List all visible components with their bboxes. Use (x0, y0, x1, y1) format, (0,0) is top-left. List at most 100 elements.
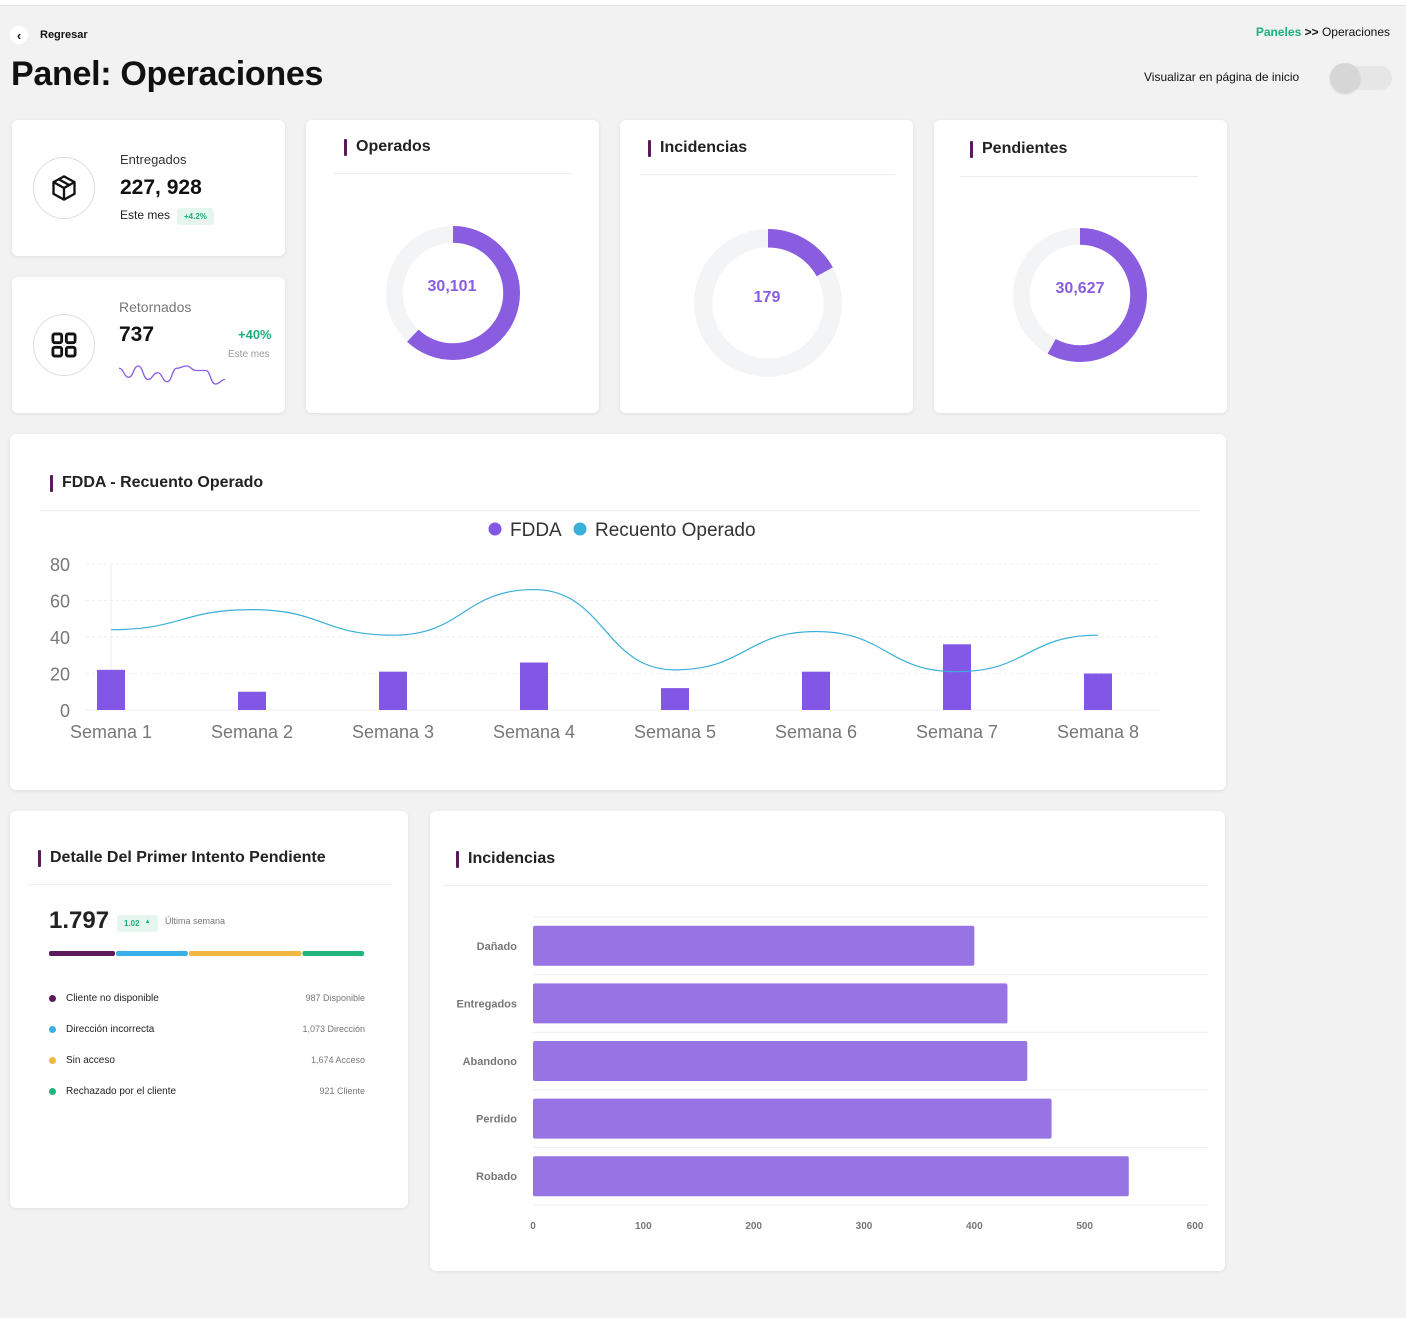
detalle-change-badge: 1.02 ▲ (117, 915, 158, 932)
incidencia-bar[interactable] (533, 1156, 1129, 1197)
x-tick-label: 400 (966, 1221, 983, 1232)
detalle-change-value: 1.02 (124, 919, 140, 928)
back-button[interactable]: ‹ Regresar (10, 26, 88, 44)
fdda-bar[interactable] (238, 691, 266, 710)
grid-icon (33, 314, 95, 376)
pendientes-donut (1013, 228, 1147, 362)
retornados-card: Retornados 737 +40% Este mes (12, 277, 285, 413)
fdda-bar[interactable] (943, 644, 971, 710)
x-tick-label: Semana 2 (211, 722, 293, 742)
detalle-item-label: Rechazado por el cliente (66, 1086, 177, 1097)
incidencia-bar[interactable] (533, 1041, 1028, 1081)
x-tick-label: 200 (745, 1221, 762, 1232)
sparkline-path (118, 365, 226, 385)
detalle-item-label: Dirección incorrecta (66, 1024, 155, 1035)
legend-fdda[interactable]: FDDA (488, 520, 563, 541)
fdda-bar[interactable] (661, 688, 689, 710)
breadcrumb-root[interactable]: Paneles (1255, 25, 1302, 39)
y-tick-label: 0 (60, 701, 70, 721)
divider (28, 884, 392, 885)
progress-segment (188, 951, 302, 956)
divider (334, 173, 571, 174)
incidencias-value: 179 (753, 289, 781, 306)
y-category-label: Dañado (477, 941, 518, 953)
y-category-label: Perdido (476, 1114, 517, 1126)
y-category-label: Abandono (463, 1056, 518, 1068)
home-toggle[interactable] (1330, 63, 1392, 93)
progress-segment (116, 951, 188, 956)
detalle-period: Última semana (165, 916, 226, 926)
donut-arc (386, 226, 520, 360)
title-accent-bar (50, 474, 53, 492)
toggle-knob[interactable] (1330, 63, 1360, 93)
fdda-bar[interactable] (520, 662, 548, 710)
y-tick-label: 20 (50, 665, 70, 685)
fdda-bar[interactable] (97, 669, 125, 710)
pendientes-title-text: Pendientes (982, 140, 1068, 157)
retornados-value: 737 (119, 323, 155, 346)
incidencia-bar[interactable] (533, 1098, 1052, 1139)
detalle-title-text: Detalle Del Primer Intento Pendiente (50, 849, 326, 866)
fdda-bar[interactable] (802, 671, 830, 710)
entregados-period: Este mes (120, 208, 171, 222)
x-tick-label: Semana 7 (916, 722, 998, 742)
operados-card: Operados 30,101 (306, 120, 599, 413)
legend-label: Recuento Operado (595, 520, 756, 541)
legend-recuento[interactable]: Recuento Operado (573, 520, 756, 541)
fdda-chart-title-text: FDDA - Recuento Operado (62, 474, 264, 491)
x-tick-label: 100 (635, 1221, 652, 1232)
detalle-item: Cliente no disponible (49, 993, 159, 1004)
detalle-item-value: 987 Disponible (305, 993, 365, 1003)
incidencias-donut (694, 229, 842, 377)
y-category-label: Robado (476, 1171, 517, 1183)
fdda-bar[interactable] (1084, 673, 1112, 711)
back-label: Regresar (40, 29, 88, 41)
pendientes-title: Pendientes (970, 140, 1067, 158)
x-tick-label: 0 (530, 1221, 536, 1232)
retornados-period: Este mes (228, 349, 270, 360)
x-tick-label: 500 (1076, 1221, 1093, 1232)
legend-dot (573, 522, 587, 536)
progress-segment (302, 951, 364, 956)
entregados-value: 227, 928 (120, 176, 202, 199)
incidencias-bar-chart: Dañado Entregados Abandono Perdido Robado 0 10… (456, 916, 1208, 1232)
detalle-item-label: Cliente no disponible (66, 993, 159, 1004)
package-icon (33, 157, 95, 219)
incidencia-bar[interactable] (533, 983, 1008, 1024)
donut-arc (1013, 228, 1147, 362)
x-tick-label: Semana 5 (634, 722, 716, 742)
operados-title-text: Operados (356, 138, 431, 155)
legend-label: FDDA (510, 520, 562, 541)
x-tick-label: Semana 8 (1057, 722, 1139, 742)
incidencia-bar[interactable] (533, 925, 975, 966)
pendientes-card: Pendientes 30,627 (934, 120, 1227, 413)
detalle-item: Sin acceso (49, 1055, 115, 1066)
entregados-label: Entregados (120, 152, 187, 167)
title-accent-bar (456, 850, 459, 868)
incidencias-chart-card: Incidencias Dañado Entregados Abandono Perd… (430, 811, 1225, 1271)
pendientes-value: 30,627 (1055, 280, 1105, 297)
incidencias-title: Incidencias (648, 139, 747, 157)
x-tick-label: Semana 6 (775, 722, 857, 742)
title-accent-bar (344, 138, 347, 156)
detalle-progress-bar (49, 951, 364, 956)
entregados-change-badge: +4.2% (177, 208, 214, 225)
divider (640, 174, 895, 175)
detalle-item-label: Sin acceso (66, 1055, 115, 1066)
operados-donut (386, 226, 520, 360)
incidencias-chart-title-text: Incidencias (468, 850, 556, 867)
detalle-card: Detalle Del Primer Intento Pendiente 1.7… (10, 811, 408, 1208)
fdda-bar[interactable] (379, 671, 407, 710)
detalle-item-value: 921 Cliente (319, 1086, 365, 1096)
y-tick-label: 40 (50, 628, 70, 648)
detalle-item-value: 1,073 Dirección (302, 1024, 365, 1034)
progress-segment (49, 951, 116, 956)
breadcrumb: Paneles >> Operaciones (1256, 25, 1390, 39)
incidencias-chart-title: Incidencias (456, 850, 555, 868)
divider (960, 176, 1198, 177)
operados-value: 30,101 (427, 278, 477, 295)
y-tick-label: 60 (50, 592, 70, 612)
x-tick-label: Semana 3 (352, 722, 434, 742)
x-tick-label: Semana 1 (70, 722, 152, 742)
title-accent-bar (648, 139, 651, 157)
